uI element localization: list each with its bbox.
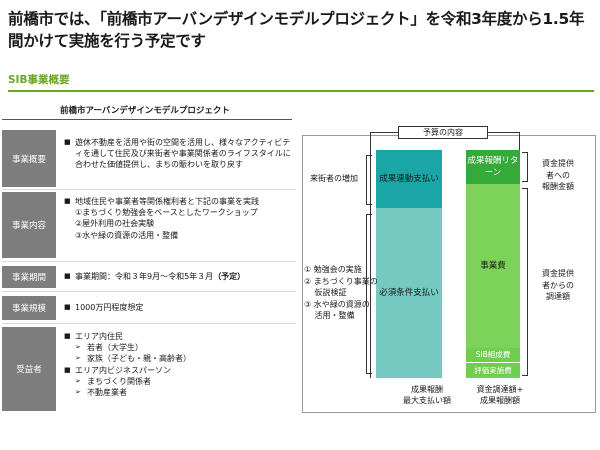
budget-title: 予算の内容 (398, 126, 488, 139)
max-payment-label: 成果報酬 最大支払い額 (403, 385, 451, 405)
beneficiary-item: まちづくり関係者 (87, 376, 151, 386)
project-title: 前橋市アーバンデザインモデルプロジェクト (60, 106, 230, 116)
row-divider (2, 291, 296, 292)
row-label-content: 事業内容 (2, 192, 56, 258)
bullet-icon: ■ (64, 138, 71, 146)
row-divider (2, 323, 296, 324)
sib-formation-cost-box: SIB組成費 (466, 348, 520, 362)
funding-amount-label: 資金提供 者からの 調達額 (542, 269, 574, 301)
visitors-brace (366, 155, 372, 205)
performance-return-box: 成果報酬リターン (466, 150, 520, 184)
row-content-content: ■ 地域住民や事業者等関係権利者と下記の事業を実践 ①まちづくり勉強会をベースとし… (64, 196, 296, 241)
row-content-beneficiaries: ■ エリア内住民 ➢ 若者（大学生） ➢ 家族（子ども・親・高齢者） ■ エリア内ビジネ… (64, 331, 296, 398)
project-cost-box: 事業費 (466, 184, 520, 348)
arrow-icon: ➢ (75, 376, 81, 385)
content-item-2: ②屋外利用の社会実験 (75, 219, 155, 229)
funding-brace (522, 188, 528, 376)
row-label-scale: 事業規模 (2, 296, 56, 320)
beneficiary-group-1: エリア内住民 (75, 332, 123, 341)
condition-item: 活用・整備 (304, 311, 355, 320)
row-divider (2, 189, 296, 190)
required-condition-payment-box: 必須条件支払い (376, 208, 442, 378)
bullet-icon: ■ (64, 303, 71, 311)
reward-brace (522, 152, 528, 182)
row-content-overview: ■ 遊休不動産を活用や街の空間を活用し、様々なアクティビティを通して住民及び来街者… (64, 137, 296, 171)
section-heading: SIB事業概要 (8, 74, 70, 86)
funding-plus-reward-label: 資金調達額+ 成果報酬額 (476, 385, 524, 405)
conditions-list: ① 勉強会の実施 ② まちづくり事業の 仮説検証 ③ 水や緑の資源の 活用・整備 (304, 264, 378, 322)
condition-item: 仮説検証 (304, 288, 347, 297)
visitors-increase-label: 来街者の増加 (310, 174, 358, 183)
condition-item: ② まちづくり事業の (304, 276, 378, 286)
beneficiary-item: 家族（子ども・親・高齢者） (87, 354, 191, 364)
overview-text: 遊休不動産を活用や街の空間を活用し、様々なアクティビティを通して住民及び来街者や… (75, 138, 291, 170)
arrow-icon: ➢ (75, 343, 81, 352)
bullet-icon: ■ (64, 332, 71, 340)
content-item-1: ①まちづくり勉強会をベースとしたワークショップ (75, 208, 258, 218)
period-text: 事業期間：令和３年9月～令和5年３月 (75, 272, 214, 281)
bullet-icon: ■ (64, 197, 71, 205)
row-label-beneficiaries: 受益者 (2, 327, 56, 411)
beneficiary-item: 若者（大学生） (87, 343, 143, 353)
condition-item: ③ 水や緑の資源の (304, 299, 370, 309)
row-divider (2, 261, 296, 262)
project-title-divider (2, 119, 292, 120)
conditions-brace (366, 214, 372, 374)
page-title: 前橋市では、「前橋市アーバンデザインモデルプロジェクト」を令和3年度から1.5年… (8, 10, 585, 50)
row-content-period: ■ 事業期間：令和３年9月～令和5年３月（予定） (64, 271, 296, 282)
content-lead: 地域住民や事業者等関係権利者と下記の事業を実践 (75, 197, 259, 206)
arrow-icon: ➢ (75, 354, 81, 363)
period-note: （予定） (213, 272, 246, 281)
scale-text: 1000万円程度想定 (75, 303, 144, 312)
beneficiary-group-2: エリア内ビジネスパーソン (75, 365, 171, 375)
performance-payment-box: 成果連動支払い (376, 150, 442, 208)
beneficiary-item: 不動産業者 (87, 388, 127, 398)
row-label-period: 事業期間 (2, 266, 56, 288)
condition-item: ① 勉強会の実施 (304, 265, 362, 274)
bullet-icon: ■ (64, 365, 71, 374)
arrow-icon: ➢ (75, 388, 81, 397)
row-content-scale: ■ 1000万円程度想定 (64, 302, 296, 313)
reward-amount-label: 資金提供 者への 報酬金額 (542, 159, 574, 191)
bullet-icon: ■ (64, 272, 71, 280)
section-divider (8, 90, 594, 92)
evaluation-cost-box: 評価実施費 (466, 362, 520, 378)
row-label-overview: 事業概要 (2, 130, 56, 187)
content-item-3: ③水や緑の資源の活用・整備 (75, 230, 179, 240)
